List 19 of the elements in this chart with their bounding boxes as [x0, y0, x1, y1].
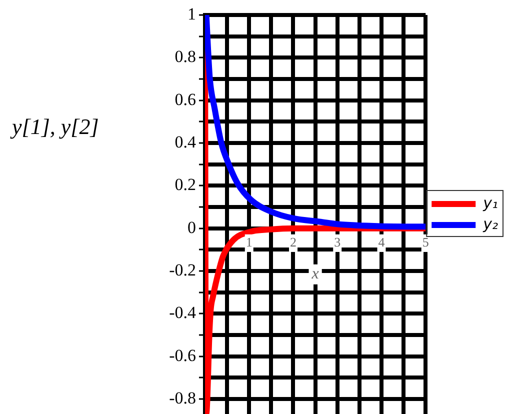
x-tick-label: 1 [246, 234, 252, 250]
x-tick-label: 2 [290, 234, 296, 250]
y-tick-label: 0 [188, 218, 196, 237]
x-tick-label: 5 [422, 234, 429, 250]
y-axis-title: y[1], y[2] [12, 114, 99, 140]
x-axis-title: x [310, 266, 319, 283]
y-tick-label: 0.2 [174, 175, 196, 194]
y-tick-label: 0.6 [174, 90, 196, 109]
x-tick-label: 4 [378, 234, 386, 250]
y-tick-label: 1 [188, 4, 196, 24]
y-tick-label: 0.8 [174, 47, 196, 66]
y-tick-label: -0.6 [169, 346, 196, 365]
y-tick-label: -0.2 [169, 260, 196, 280]
legend-label: y₂ [482, 214, 498, 233]
x-tick-label: 3 [334, 234, 341, 250]
legend-label: y₁ [482, 194, 498, 212]
y-tick-label: -0.8 [169, 388, 196, 408]
y-tick-label: -0.4 [169, 303, 196, 322]
y-tick-label: 0.4 [174, 132, 196, 152]
